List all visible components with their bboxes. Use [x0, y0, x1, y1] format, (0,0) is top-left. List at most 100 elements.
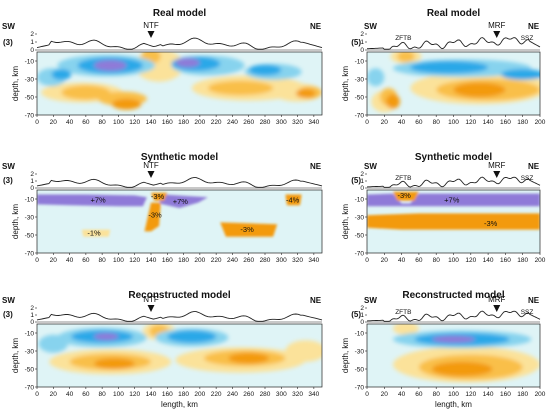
length-axis: 0 20 40 60 80 100 120 140 160 180 200 220 240 260 280 3…	[35, 387, 320, 409]
anomaly-blob	[453, 82, 506, 98]
fault-label: NTF	[143, 295, 159, 304]
length-tick-label: 60	[82, 257, 90, 264]
length-tick-label: 20	[50, 119, 58, 126]
anomaly-blob	[295, 88, 316, 98]
depth-tick-label: -10	[25, 58, 35, 65]
depth-axis: -10 -30 -50 -70 depth, km	[341, 58, 367, 119]
elevation-axis: 210	[360, 171, 367, 192]
elevation-tick-label: 1	[360, 39, 364, 46]
length-tick-label: 40	[398, 119, 406, 126]
length-tick-label: 60	[415, 391, 423, 398]
length-tick-label: 80	[433, 391, 441, 398]
elevation-axis: 210	[360, 305, 367, 326]
length-tick-label: 80	[433, 119, 441, 126]
length-tick-label: 20	[381, 391, 389, 398]
anomaly-label: -4%	[286, 195, 300, 204]
depth-axis: -10 -30 -50 -70 depth, km	[11, 58, 37, 119]
depth-axis: -10 -30 -50 -70 depth, km	[11, 196, 37, 257]
elevation-tick-label: 1	[30, 178, 34, 185]
length-tick-label: 260	[243, 257, 254, 264]
panel-title: Real model	[153, 8, 207, 19]
fault-marker-icon	[147, 171, 155, 178]
length-tick-label: 340	[308, 257, 319, 264]
elevation-tick-label: 0	[360, 185, 364, 192]
ne-label: NE	[528, 296, 540, 305]
length-tick-label: 80	[433, 257, 441, 264]
depth-axis: -10 -30 -50 -70 depth, km	[341, 330, 367, 391]
anomaly-blob	[38, 334, 68, 353]
elevation-tick-label: 2	[30, 171, 34, 178]
depth-tick-label: -70	[355, 250, 365, 257]
length-tick-label: 220	[211, 391, 222, 398]
section-frame	[36, 189, 323, 254]
elevation-axis: 210	[30, 171, 37, 192]
elevation-tick-label: 0	[360, 319, 364, 326]
fault-marker-icon	[493, 171, 501, 178]
length-tick-label: 180	[178, 391, 189, 398]
anomaly-label: -3%	[398, 191, 412, 200]
length-tick-label: 300	[276, 119, 287, 126]
length-tick-label: 120	[465, 119, 476, 126]
ne-label: NE	[528, 22, 540, 31]
length-tick-label: 180	[517, 119, 528, 126]
anomaly-blob	[386, 94, 400, 109]
topography-line	[36, 37, 323, 50]
section-frame	[36, 51, 323, 116]
depth-tick-label: -70	[355, 112, 365, 119]
length-tick-label: 160	[500, 119, 511, 126]
length-axis-label: length, km	[435, 400, 472, 409]
profile-number: (5)	[351, 176, 361, 185]
anomaly-blob	[228, 352, 270, 364]
length-tick-label: 180	[517, 391, 528, 398]
profile-number: (3)	[3, 310, 13, 319]
length-tick-label: 20	[50, 391, 58, 398]
anomaly-blob	[167, 330, 217, 343]
velocity-section	[367, 190, 540, 253]
elevation-tick-label: 0	[30, 47, 34, 54]
length-tick-label: 0	[365, 391, 369, 398]
elevation-axis: 210	[30, 31, 37, 54]
synthetic-anomaly-shape	[37, 194, 147, 207]
velocity-section	[37, 190, 322, 253]
elevation-axis: 210	[360, 31, 367, 54]
depth-tick-label: -70	[355, 384, 365, 391]
synthetic-anomaly-shape	[151, 192, 168, 201]
length-axis: 0 20 40 60 80 100 120 140 160 180 200 220 240 260 280 3…	[35, 253, 320, 264]
length-tick-label: 0	[365, 257, 369, 264]
depth-tick-label: -10	[25, 330, 35, 337]
panel-title: Reconstructed model	[402, 290, 504, 301]
length-tick-label: 340	[308, 391, 319, 398]
panel-title: Synthetic model	[415, 152, 492, 163]
elevation-tick-label: 2	[360, 171, 364, 178]
sw-label: SW	[364, 22, 377, 31]
section-frame	[36, 323, 323, 388]
velocity-section	[37, 52, 322, 115]
length-tick-label: 160	[162, 257, 173, 264]
length-tick-label: 320	[292, 257, 303, 264]
depth-tick-label: -10	[355, 330, 365, 337]
depth-tick-label: -30	[25, 214, 35, 221]
elevation-tick-label: 1	[360, 312, 364, 319]
depth-tick-label: -70	[25, 250, 35, 257]
depth-axis: -10 -30 -50 -70 depth, km	[11, 330, 37, 391]
fault-marker-icon	[147, 305, 155, 312]
depth-tick-label: -50	[355, 232, 365, 239]
length-tick-label: 300	[276, 257, 287, 264]
velocity-section	[367, 324, 540, 387]
length-tick-label: 280	[260, 391, 271, 398]
length-tick-label: 160	[500, 257, 511, 264]
length-tick-label: 0	[35, 391, 39, 398]
fault-label: MRF	[488, 161, 505, 170]
zone-label: SSZ	[521, 175, 534, 182]
anomaly-label: -3%	[240, 225, 254, 234]
length-tick-label: 280	[260, 257, 271, 264]
length-axis: 0 20 40 60 80 100 120 140 160 180 200	[365, 115, 546, 126]
anomaly-label: -1%	[87, 229, 101, 238]
length-tick-label: 60	[82, 391, 90, 398]
profile-number: (3)	[3, 38, 13, 47]
depth-axis-label: depth, km	[11, 204, 20, 239]
